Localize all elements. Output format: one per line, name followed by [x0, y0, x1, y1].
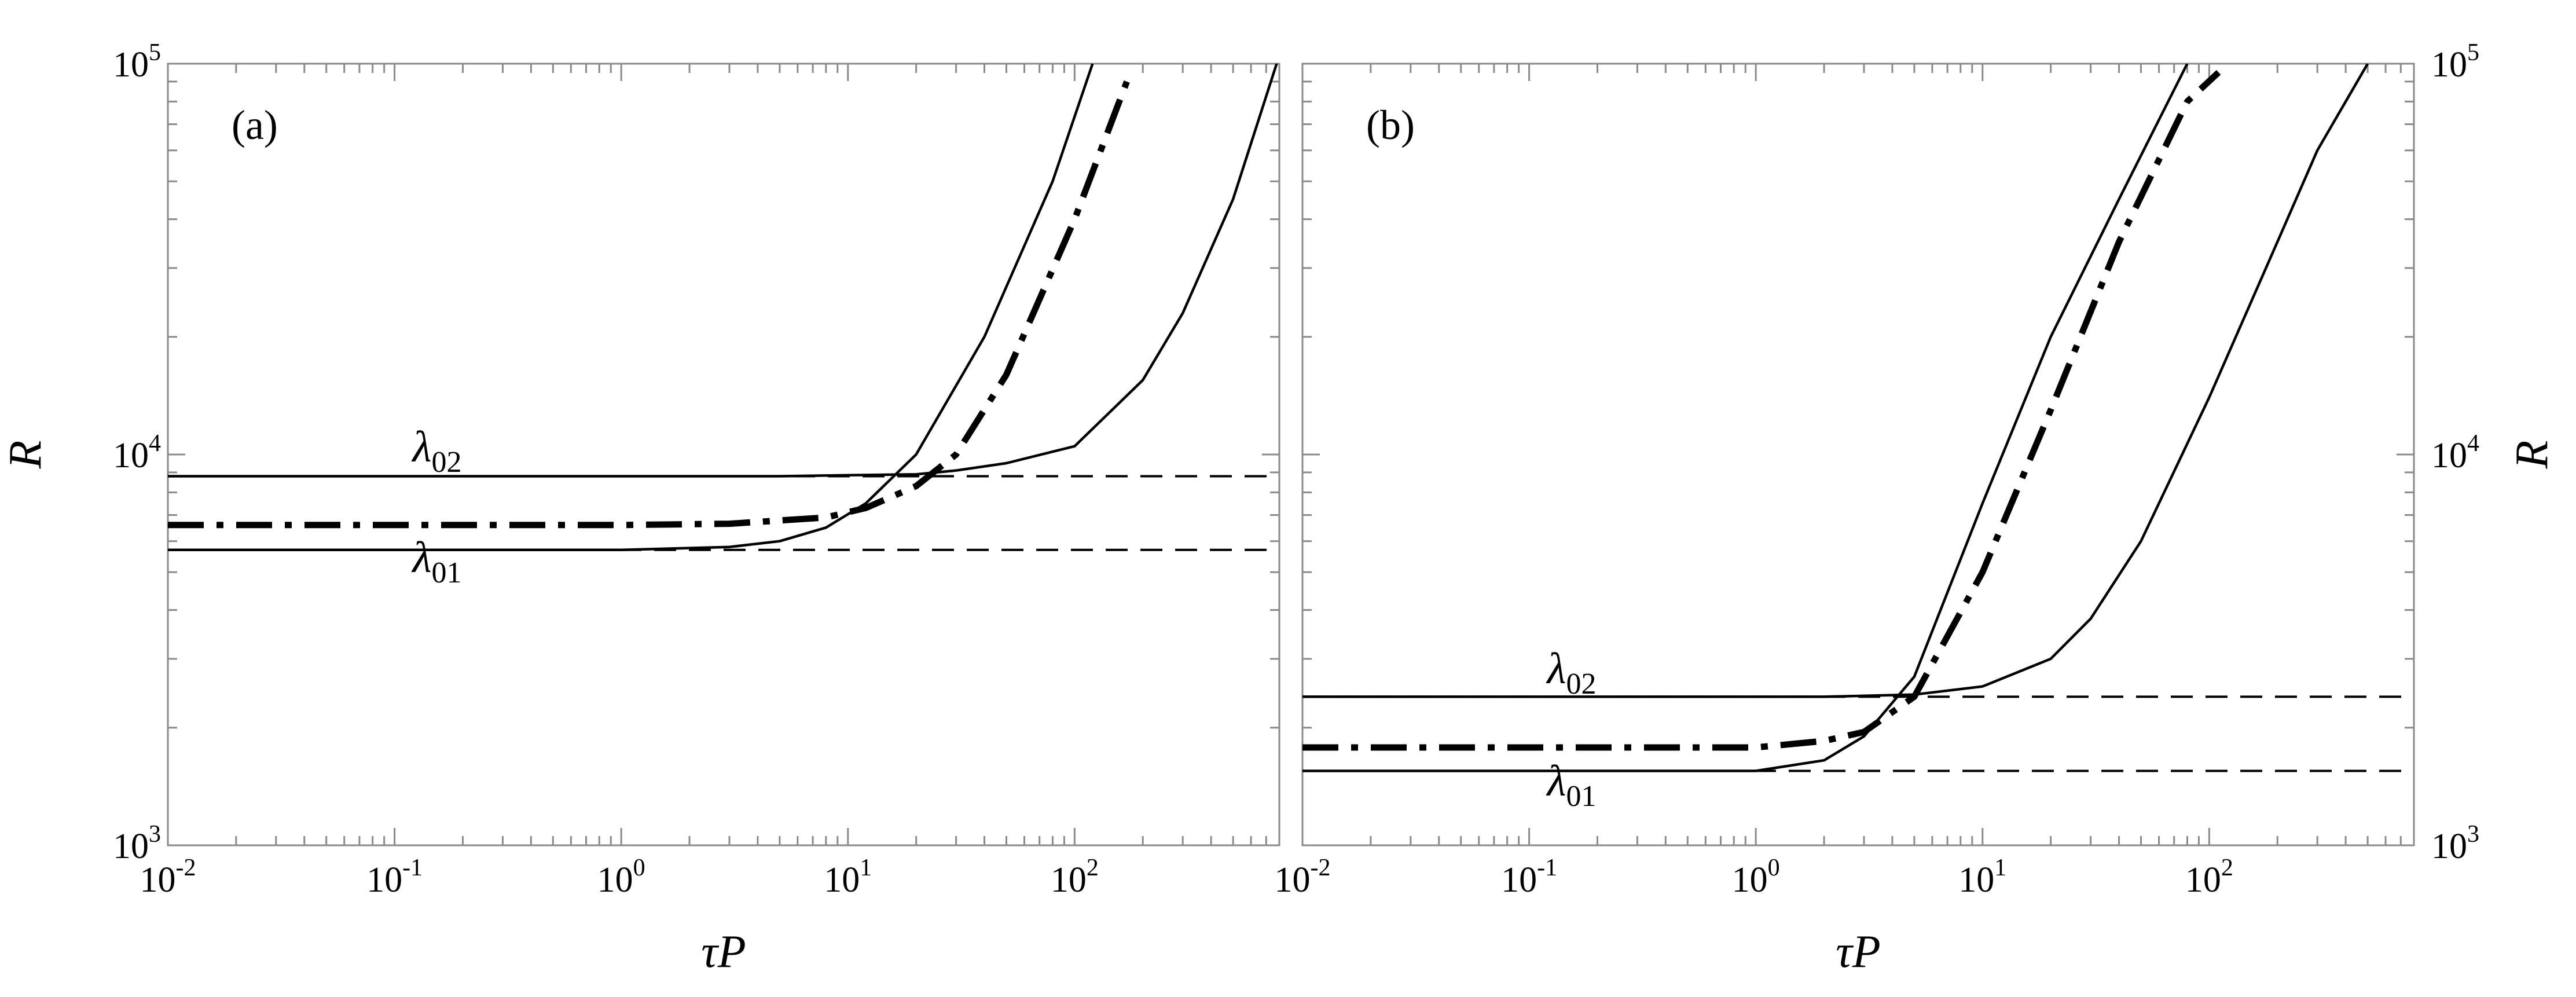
annotation-symbol: λ: [1546, 757, 1566, 805]
y-tick-label: 104: [113, 430, 161, 475]
x-tick-label: 10-2: [1275, 855, 1331, 900]
panel-label: (a): [232, 102, 278, 148]
y-tick-label: 105: [2431, 39, 2479, 85]
tick-exponent: 0: [633, 855, 645, 881]
annotation-subscript: 01: [432, 556, 462, 589]
tick-base: 10: [2431, 436, 2467, 475]
y-tick-label: 103: [2431, 821, 2479, 866]
x-tick-label: 10-1: [366, 855, 423, 900]
series-group: [1302, 64, 2414, 772]
tick-base: 10: [113, 436, 149, 475]
x-tick-label: 10-2: [140, 855, 196, 900]
tick-exponent: 4: [149, 430, 161, 457]
tick-exponent: 3: [149, 821, 161, 848]
annotation-lambda01: λ01: [1546, 757, 1597, 813]
y-tick-label: 104: [2431, 430, 2479, 475]
tick-exponent: 3: [2467, 821, 2479, 848]
panel-label: (b): [1366, 102, 1415, 148]
tick-base: 10: [597, 860, 633, 900]
x-axis-label: τP: [1836, 926, 1881, 977]
tick-exponent: 5: [2467, 39, 2479, 66]
series-lambda01-lower: [168, 64, 1094, 552]
tick-base: 10: [2185, 860, 2221, 900]
y-tick-label: 105: [113, 39, 161, 85]
series-intermediate: [168, 80, 1130, 529]
annotation-subscript: 01: [1566, 780, 1597, 813]
x-tick-label: 10-1: [1501, 855, 1557, 900]
tick-exponent: -2: [176, 855, 196, 881]
tick-base: 10: [1958, 860, 1994, 900]
annotation-symbol: λ: [412, 423, 432, 471]
x-axis-label: τP: [701, 926, 746, 977]
tick-base: 10: [2431, 827, 2467, 866]
annotation-subscript: 02: [432, 446, 462, 479]
tick-base: 10: [1732, 860, 1768, 900]
annotation-lambda01: λ01: [412, 533, 462, 589]
tick-base: 10: [1501, 860, 1537, 900]
tick-exponent: -1: [1537, 855, 1557, 881]
tick-marks: [167, 63, 1280, 846]
y-tick-label: 103: [113, 821, 161, 866]
tick-exponent: 2: [1087, 855, 1099, 881]
x-tick-label: 100: [1732, 855, 1780, 900]
tick-exponent: -1: [402, 855, 423, 881]
plot-frame: [1301, 63, 2415, 846]
x-tick-label: 100: [597, 855, 645, 900]
tick-exponent: 1: [860, 855, 872, 881]
tick-base: 10: [140, 860, 176, 900]
tick-exponent: 5: [149, 39, 161, 66]
series-lambda02-upper: [1302, 64, 2369, 698]
annotation-symbol: λ: [1546, 644, 1566, 693]
tick-exponent: 0: [1768, 855, 1780, 881]
series-intermediate: [1302, 69, 2221, 751]
annotation-symbol: λ: [412, 533, 432, 582]
tick-base: 10: [113, 827, 149, 866]
x-tick-label: 101: [1958, 855, 2006, 900]
series-group: [168, 64, 1279, 552]
series-lambda01-lower: [1302, 64, 2189, 772]
x-tick-label: 102: [2185, 855, 2233, 900]
tick-base: 10: [1051, 860, 1087, 900]
tick-exponent: 2: [2221, 855, 2233, 881]
tick-base: 10: [366, 860, 402, 900]
annotation-subscript: 02: [1566, 668, 1597, 701]
annotation-lambda02: λ02: [1546, 644, 1597, 701]
y-axis-label: R: [0, 441, 51, 470]
tick-base: 10: [824, 860, 860, 900]
annotation-lambda02: λ02: [412, 423, 462, 479]
y-axis-label: R: [2507, 441, 2557, 470]
tick-base: 10: [113, 45, 149, 85]
tick-exponent: 1: [1994, 855, 2006, 881]
tick-exponent: 4: [2467, 430, 2479, 457]
tick-base: 10: [2431, 45, 2467, 85]
tick-base: 10: [1275, 860, 1311, 900]
x-tick-label: 102: [1051, 855, 1099, 900]
tick-marks: [1301, 63, 2415, 846]
tick-exponent: -2: [1311, 855, 1331, 881]
x-tick-label: 101: [824, 855, 872, 900]
series-lambda02-upper: [168, 64, 1278, 478]
plot-frame: [167, 63, 1280, 846]
